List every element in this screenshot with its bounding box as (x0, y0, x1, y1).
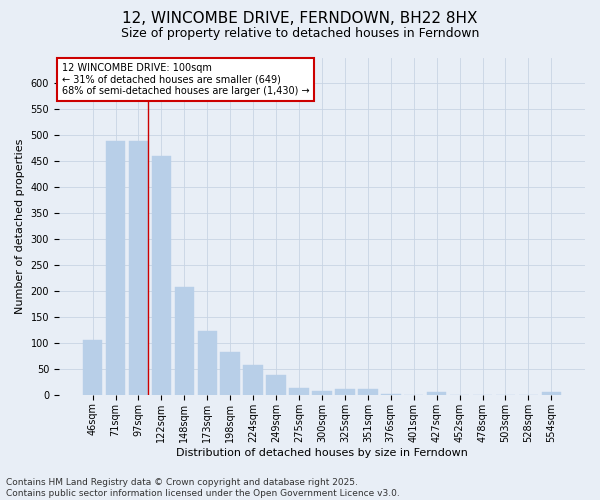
Bar (542, 392, 561, 395)
Bar (381, 394, 401, 395)
Bar (175, 288, 194, 395)
Bar (244, 365, 263, 395)
Bar (427, 392, 446, 395)
Bar (289, 388, 309, 395)
X-axis label: Distribution of detached houses by size in Ferndown: Distribution of detached houses by size … (176, 448, 468, 458)
Y-axis label: Number of detached properties: Number of detached properties (15, 138, 25, 314)
Bar (335, 389, 355, 395)
Bar (266, 375, 286, 395)
Bar (152, 156, 171, 395)
Text: Size of property relative to detached houses in Ferndown: Size of property relative to detached ho… (121, 28, 479, 40)
Bar (312, 390, 332, 395)
Bar (197, 331, 217, 395)
Text: Contains HM Land Registry data © Crown copyright and database right 2025.
Contai: Contains HM Land Registry data © Crown c… (6, 478, 400, 498)
Bar (106, 140, 125, 395)
Bar (128, 140, 148, 395)
Bar (220, 352, 240, 395)
Bar (358, 389, 377, 395)
Text: 12 WINCOMBE DRIVE: 100sqm
← 31% of detached houses are smaller (649)
68% of semi: 12 WINCOMBE DRIVE: 100sqm ← 31% of detac… (62, 62, 309, 96)
Bar (83, 340, 103, 395)
Text: 12, WINCOMBE DRIVE, FERNDOWN, BH22 8HX: 12, WINCOMBE DRIVE, FERNDOWN, BH22 8HX (122, 11, 478, 26)
